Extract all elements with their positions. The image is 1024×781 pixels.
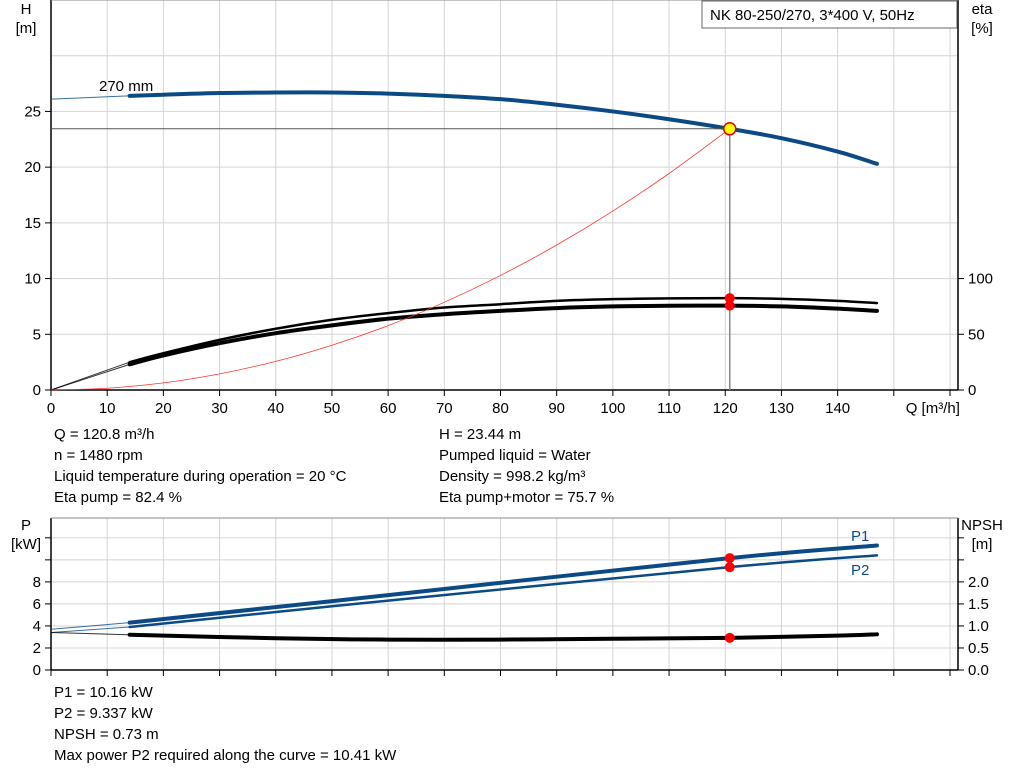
series-eta_pump_motor-extension [50, 363, 130, 391]
p1-marker [724, 553, 735, 564]
series-H-extension [50, 95, 130, 100]
y-tick-label-right: 100 [968, 271, 993, 288]
info-liquid: Pumped liquid = Water [439, 447, 591, 464]
series-P1-extension [50, 622, 130, 630]
y-tick-label-right: 0 [968, 382, 976, 399]
y-axis-left-label: H [21, 1, 32, 18]
y-tick-label-left: 6 [33, 596, 41, 613]
y-axis-right-unit: [%] [971, 20, 993, 37]
x-tick-label: 120 [713, 400, 738, 417]
x-tick-label: 140 [825, 400, 850, 417]
eta-pump-motor-marker [724, 300, 735, 311]
y-tick-label-right: 1.0 [968, 618, 989, 635]
series-eta_pump [128, 296, 879, 364]
operating-point-marker [722, 122, 737, 136]
x-tick-label: 20 [155, 400, 172, 417]
x-tick-label: 80 [492, 400, 509, 417]
title-box: NK 80-250/270, 3*400 V, 50Hz [701, 0, 958, 29]
x-tick-label: 10 [99, 400, 116, 417]
info-eta-pump-motor: Eta pump+motor = 75.7 % [439, 489, 615, 506]
info-temperature: Liquid temperature during operation = 20… [54, 468, 347, 485]
y-axis-right-label: NPSH [961, 517, 1003, 534]
y-tick-label-right: 1.5 [968, 596, 989, 613]
y-axis-left-unit: [kW] [11, 536, 41, 553]
info-q: Q = 120.8 m³/h [54, 426, 155, 443]
x-axis-label: Q [m³/h] [906, 400, 960, 417]
series-eta_pump_motor [127, 303, 879, 367]
y-tick-label-left: 25 [24, 103, 41, 120]
x-tick-label: 130 [769, 400, 794, 417]
y-tick-label-left: 2 [33, 640, 41, 657]
x-tick-label: 30 [211, 400, 228, 417]
npsh-marker [724, 632, 735, 643]
series-NPSH-extension [50, 632, 130, 636]
power-npsh-chart: 0 2 4 6 8 P [kW] 0.0 0.5 1.0 1.5 2.0 NPSH [m] P1 P2 [11, 517, 1003, 679]
y-tick-label-left: 0 [33, 382, 41, 399]
plot-area [51, 0, 958, 390]
info-bottom: P1 = 10.16 kW P2 = 9.337 kW NPSH = 0.73 … [54, 682, 396, 766]
y-tick-label-right: 2.0 [968, 574, 989, 591]
info-p1: P1 = 10.16 kW [54, 684, 153, 701]
y-tick-label-right: 0.0 [968, 662, 989, 679]
x-tick-label: 50 [324, 400, 341, 417]
info-density: Density = 998.2 kg/m³ [439, 468, 586, 485]
x-tick-label: 90 [548, 400, 565, 417]
y-tick-label-left: 20 [24, 159, 41, 176]
pump-title: NK 80-250/270, 3*400 V, 50Hz [710, 7, 915, 24]
impeller-label: 270 mm [99, 78, 153, 95]
info-max-p2: Max power P2 required along the curve = … [54, 747, 397, 764]
info-h: H = 23.44 m [439, 426, 522, 443]
y-tick-label-left: 4 [33, 618, 41, 635]
info-top-right: H = 23.44 m Pumped liquid = Water Densit… [439, 424, 614, 508]
y-tick-label-left: 10 [24, 271, 41, 288]
info-npsh: NPSH = 0.73 m [54, 726, 159, 743]
x-tick-label: 60 [380, 400, 397, 417]
info-p2: P2 = 9.337 kW [54, 705, 153, 722]
series-P2 [128, 554, 879, 629]
head-efficiency-chart: 0 5 10 15 20 25 H [m] 0 50 100 eta [%] 0 10 20 30 40 50 60 7… [16, 0, 994, 417]
series-H [127, 90, 879, 166]
y-axis-right-unit: [m] [972, 536, 993, 553]
eta-pump-marker [724, 293, 735, 304]
y-tick-label-right: 50 [968, 326, 985, 343]
info-eta-pump: Eta pump = 82.4 % [54, 489, 182, 506]
series-label-p1: P1 [851, 528, 869, 545]
y-tick-label-left: 15 [24, 215, 41, 232]
series-label-p2: P2 [851, 562, 869, 579]
y-tick-label-left: 5 [33, 326, 41, 343]
y-axis-right-label: eta [972, 1, 994, 18]
info-speed: n = 1480 rpm [54, 447, 143, 464]
y-axis-left-label: P [21, 517, 31, 534]
info-top-left: Q = 120.8 m³/h n = 1480 rpm Liquid tempe… [54, 424, 346, 508]
plot-area [51, 518, 958, 670]
y-axis-left-unit: [m] [16, 20, 37, 37]
p2-marker [724, 562, 735, 573]
x-tick-label: 100 [600, 400, 625, 417]
x-tick-label: 40 [267, 400, 284, 417]
y-tick-label-left: 0 [33, 662, 41, 679]
series-P1 [127, 543, 879, 625]
x-tick-label: 110 [657, 400, 681, 417]
x-tick-label: 0 [47, 400, 55, 417]
y-tick-label-right: 0.5 [968, 640, 989, 657]
series-system_curve [50, 128, 730, 391]
series-NPSH [127, 632, 879, 642]
y-tick-label-left: 8 [33, 574, 41, 591]
x-tick-label: 70 [436, 400, 453, 417]
